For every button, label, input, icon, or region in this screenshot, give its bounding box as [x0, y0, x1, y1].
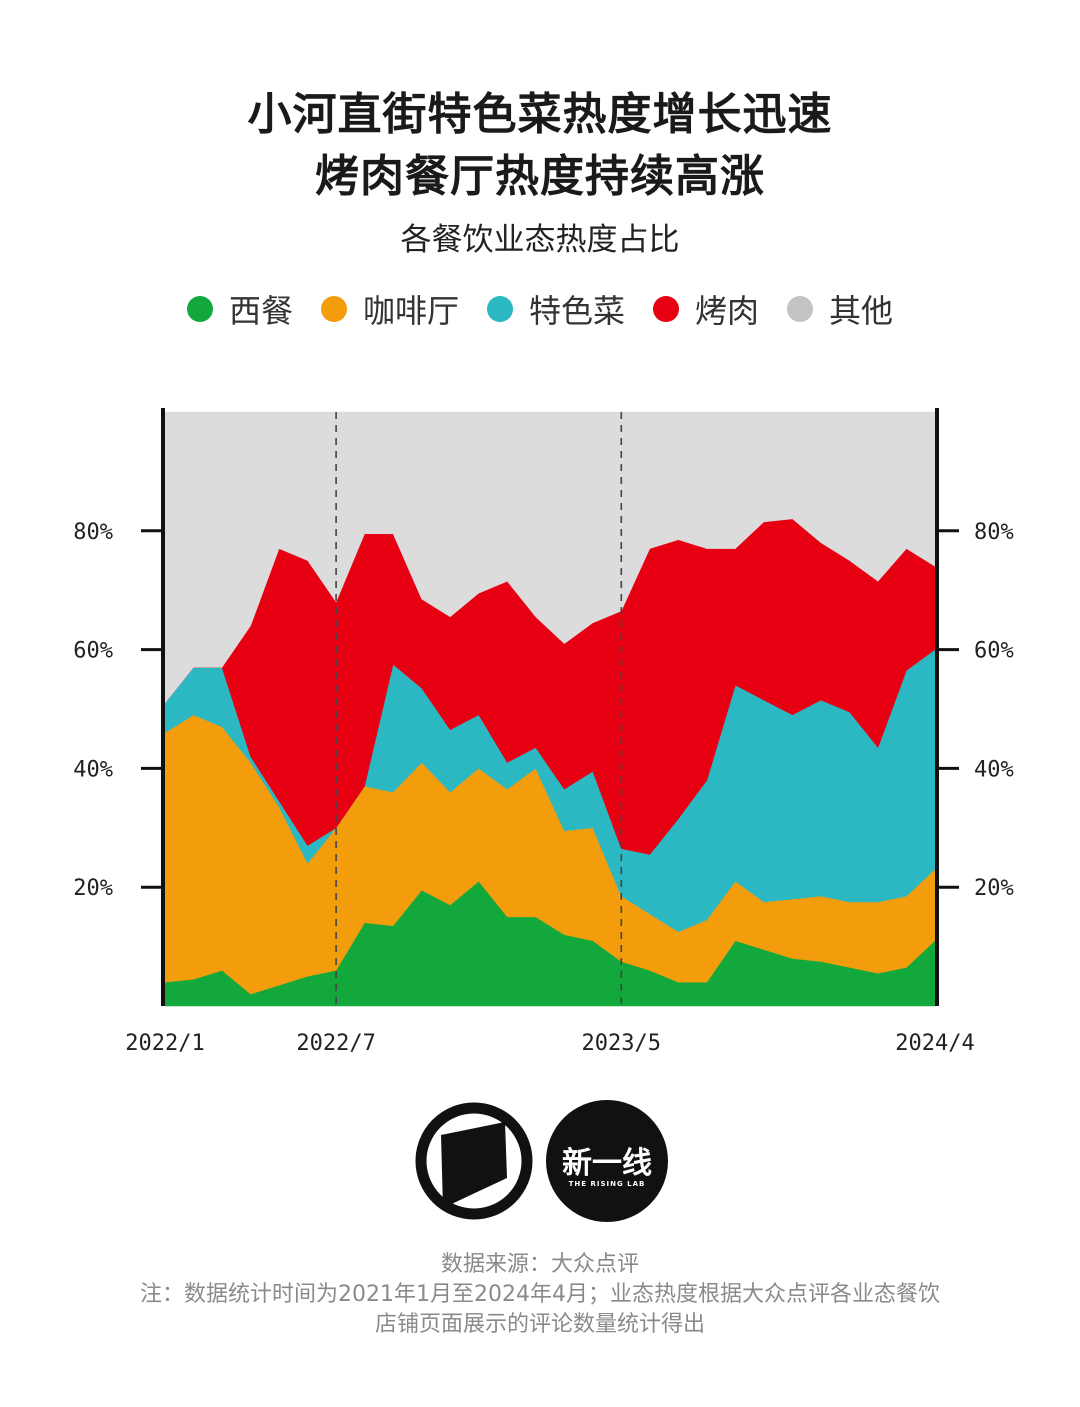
y-tick-label-left: 20%	[73, 876, 113, 901]
rising-lab-logo: 新一线 THE RISING LAB	[546, 1100, 668, 1222]
stacked-area-chart: 20% 20% 40% 40% 60% 60% 80% 80% 2022/1 2022/7 2023…	[73, 408, 1014, 1056]
legend-item: 咖啡厅	[320, 286, 459, 332]
legend-label: 其他	[829, 292, 894, 330]
y-tick-label-right: 80%	[974, 520, 1014, 545]
legend-dot-icon	[787, 296, 814, 322]
legend-dot-icon	[653, 296, 679, 322]
black-parallelogram-circle-logo	[415, 1102, 533, 1220]
chart-title-line1: 小河直街特色菜热度增长迅速	[247, 89, 833, 140]
legend-label: 咖啡厅	[362, 292, 459, 330]
x-tick-label: 2023/5	[582, 1031, 661, 1056]
y-tick-label-left: 80%	[73, 520, 113, 545]
legend-label: 烤肉	[695, 292, 760, 330]
legend-item: 西餐	[186, 286, 293, 332]
logos: 新一线 THE RISING LAB	[0, 1100, 1080, 1222]
methodology-note-line2: 店铺页面展示的评论数量统计得出	[374, 1312, 705, 1337]
methodology-note-line1: 注：数据统计时间为2021年1月至2024年4月；业态热度根据大众点评各业态餐饮	[140, 1282, 940, 1307]
x-tick-label: 2022/1	[125, 1031, 204, 1056]
legend-label: 特色菜	[528, 292, 625, 330]
legend-item: 特色菜	[486, 286, 625, 332]
legend-dot-icon	[186, 296, 213, 322]
chart-subtitle: 各餐饮业态热度占比	[400, 222, 680, 258]
y-tick-label-right: 40%	[974, 757, 1014, 782]
legend-item: 其他	[787, 286, 893, 332]
legend-dot-icon	[320, 296, 347, 322]
y-tick-label-right: 60%	[974, 639, 1014, 664]
x-tick-label: 2024/4	[895, 1031, 974, 1056]
y-tick-label-left: 40%	[73, 757, 113, 782]
y-tick-label-left: 60%	[73, 639, 113, 664]
data-source-note: 数据来源：大众点评	[440, 1252, 639, 1277]
x-tick-label: 2022/7	[296, 1031, 375, 1056]
legend-dot-icon	[486, 296, 513, 322]
y-tick-label-right: 20%	[974, 876, 1014, 901]
chart-title-line2: 烤肉餐厅热度持续高涨	[315, 151, 765, 202]
legend-label: 西餐	[228, 292, 293, 330]
rising-lab-logo-cn: 新一线	[562, 1146, 652, 1181]
legend: 西餐 咖啡厅 特色菜 烤肉 其他	[0, 286, 1080, 332]
rising-lab-logo-en: THE RISING LAB	[568, 1180, 646, 1188]
legend-item: 烤肉	[653, 286, 759, 332]
